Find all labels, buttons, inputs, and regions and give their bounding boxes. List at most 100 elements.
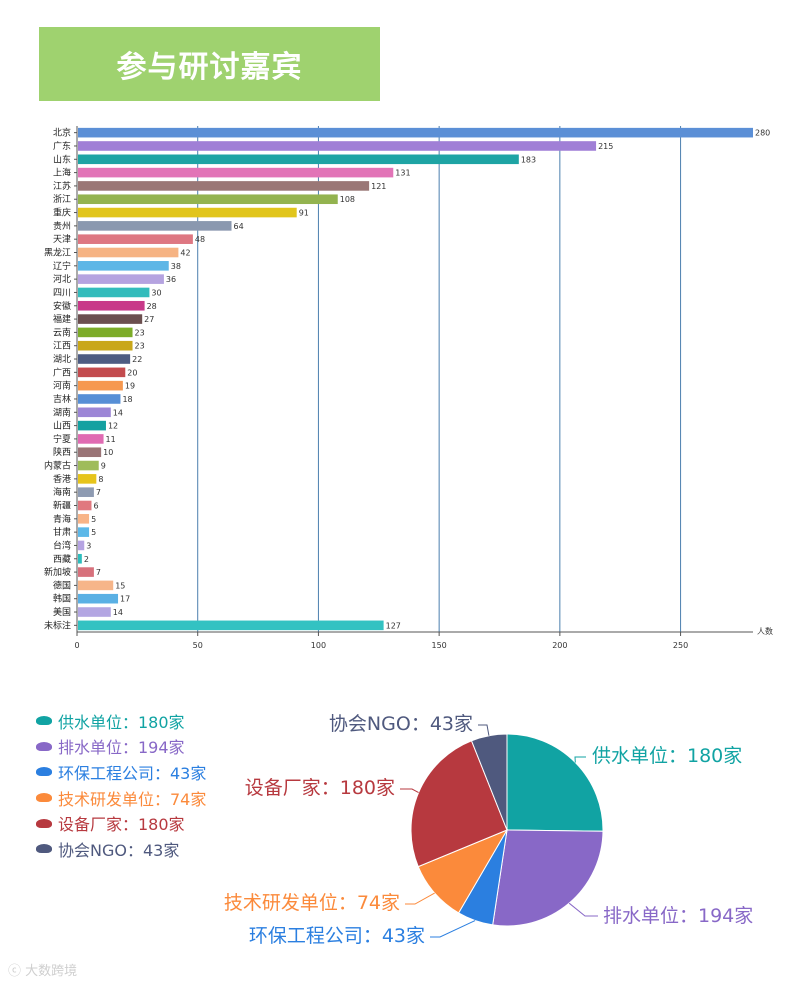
category-label: 四川 [53, 288, 71, 298]
legend-label: 排水单位：194家 [58, 738, 185, 758]
category-label: 山西 [53, 421, 71, 432]
bar [78, 380, 123, 391]
bar [78, 154, 519, 165]
bar-value-label: 8 [98, 475, 103, 484]
slice-label: 环保工程公司：43家 [249, 925, 425, 947]
category-label: 美国 [53, 606, 71, 618]
bar-value-label: 36 [166, 275, 176, 284]
category-label: 内蒙古 [44, 460, 71, 472]
category-label: 吉林 [53, 393, 71, 405]
category-label: 海南 [53, 486, 71, 498]
category-label: 天津 [53, 234, 71, 245]
bar [78, 514, 90, 524]
bar [78, 181, 370, 191]
legend-label: 技术研发单位：74家 [58, 789, 207, 809]
category-label: 陕西 [53, 446, 71, 458]
title-banner: 参与研讨嘉宾 [39, 27, 380, 101]
legend-label: 设备厂家：180家 [58, 815, 185, 835]
bar [78, 314, 143, 324]
bar [78, 434, 104, 444]
bar [78, 500, 92, 511]
bar-value-label: 20 [127, 368, 137, 377]
bar [78, 261, 169, 271]
category-label: 湖北 [53, 354, 71, 365]
bar-value-label: 23 [135, 342, 145, 351]
x-tick-label: 100 [311, 641, 326, 650]
legend-item: 技术研发单位：74家 [32, 785, 206, 811]
x-tick-label: 200 [552, 641, 567, 650]
bar [78, 354, 131, 364]
leader-line [574, 756, 586, 763]
bar-value-label: 38 [171, 262, 181, 271]
bar-value-label: 14 [113, 408, 123, 417]
leader-line [430, 920, 476, 938]
legend-label: 协会NGO：43家 [58, 840, 180, 860]
fan-icon [36, 793, 52, 803]
leader-line [405, 892, 435, 905]
bar [78, 127, 753, 138]
bar-value-label: 121 [371, 182, 386, 191]
bar [78, 141, 597, 151]
slice-label: 设备厂家：180家 [245, 777, 395, 799]
watermark-icon: ⓒ [8, 964, 26, 979]
bar-value-label: 127 [386, 621, 401, 630]
slice-label: 供水单位：180家 [592, 745, 742, 767]
bar-value-label: 19 [125, 382, 135, 391]
category-label: 青海 [53, 513, 71, 525]
fan-icon [36, 767, 52, 777]
category-label: 西藏 [53, 553, 71, 565]
category-label: 未标注 [44, 619, 71, 631]
bar [78, 607, 111, 617]
bar-value-label: 3 [86, 541, 91, 550]
bar [78, 367, 126, 378]
bar-value-label: 5 [91, 515, 96, 524]
x-axis-label: 人数 [757, 626, 773, 636]
category-label: 新加坡 [44, 566, 71, 578]
bar-value-label: 30 [151, 288, 161, 297]
bar-value-label: 28 [147, 302, 157, 311]
bar-value-label: 48 [195, 235, 205, 244]
category-label: 宁夏 [53, 433, 71, 445]
bar-value-label: 11 [106, 435, 116, 444]
bar-value-label: 42 [180, 249, 190, 258]
bar-value-label: 183 [521, 155, 536, 164]
category-label: 安徽 [53, 300, 71, 312]
bar-value-label: 64 [234, 222, 244, 231]
bar [78, 207, 297, 218]
bar [78, 580, 114, 591]
slice-label: 排水单位：194家 [603, 905, 753, 927]
leader-line [478, 724, 490, 736]
category-label: 黑龙江 [44, 247, 71, 259]
bar [78, 247, 179, 258]
category-label: 江西 [53, 341, 71, 352]
legend-label: 供水单位：180家 [58, 712, 185, 732]
bar-value-label: 14 [113, 608, 123, 617]
legend-item: 设备厂家：180家 [32, 810, 206, 836]
bar [78, 221, 232, 231]
fan-icon [36, 716, 52, 726]
category-label: 河南 [53, 380, 71, 392]
bar [78, 327, 133, 338]
bar [78, 234, 193, 244]
category-label: 上海 [53, 167, 71, 179]
category-label: 重庆 [53, 207, 71, 219]
pie-slice [492, 829, 604, 927]
category-label: 江苏 [53, 180, 71, 192]
bar [78, 593, 119, 604]
x-tick-label: 250 [673, 641, 688, 650]
bar-value-label: 18 [122, 395, 132, 404]
category-label: 河北 [53, 273, 71, 285]
category-label: 德国 [53, 579, 71, 591]
category-label: 贵州 [53, 220, 71, 232]
category-label: 广东 [53, 140, 71, 152]
bar-value-label: 27 [144, 315, 154, 324]
bar-value-label: 91 [299, 209, 309, 218]
fan-icon [36, 818, 52, 828]
legend-item: 排水单位：194家 [32, 734, 206, 760]
bar [78, 567, 94, 577]
bar [78, 274, 164, 284]
category-label: 香港 [53, 473, 71, 485]
bar [78, 194, 338, 205]
pie-slice [410, 740, 508, 868]
